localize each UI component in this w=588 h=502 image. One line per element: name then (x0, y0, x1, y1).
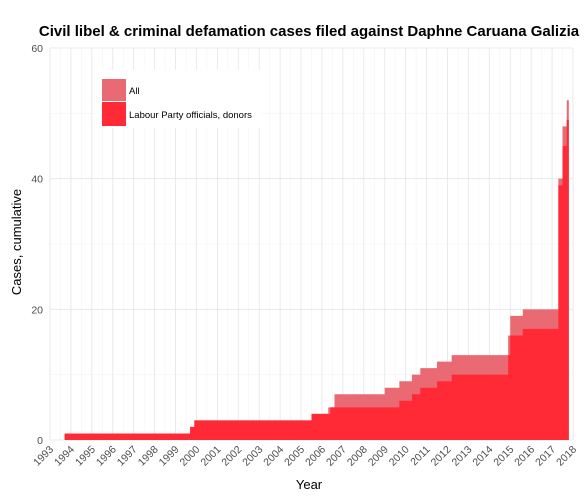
y-axis-title: Cases, cumulative (9, 189, 24, 295)
area-labour-party (64, 119, 569, 440)
legend-swatch-all (102, 79, 126, 101)
y-axis: 0 20 40 60 (31, 43, 43, 447)
y-tick-label: 20 (31, 304, 43, 316)
legend-label-labour: Labour Party officials, donors (129, 110, 252, 121)
legend-swatch-labour (102, 102, 126, 126)
x-axis-title: Year (296, 477, 323, 492)
plot-areas (64, 67, 569, 440)
legend: All Labour Party officials, donors (96, 70, 261, 128)
legend-label-all: All (129, 86, 140, 97)
y-tick-label: 60 (31, 43, 43, 55)
y-tick-label: 40 (31, 174, 43, 186)
chart-title: Civil libel & criminal defamation cases … (39, 23, 580, 40)
y-tick-label: 0 (37, 435, 43, 447)
